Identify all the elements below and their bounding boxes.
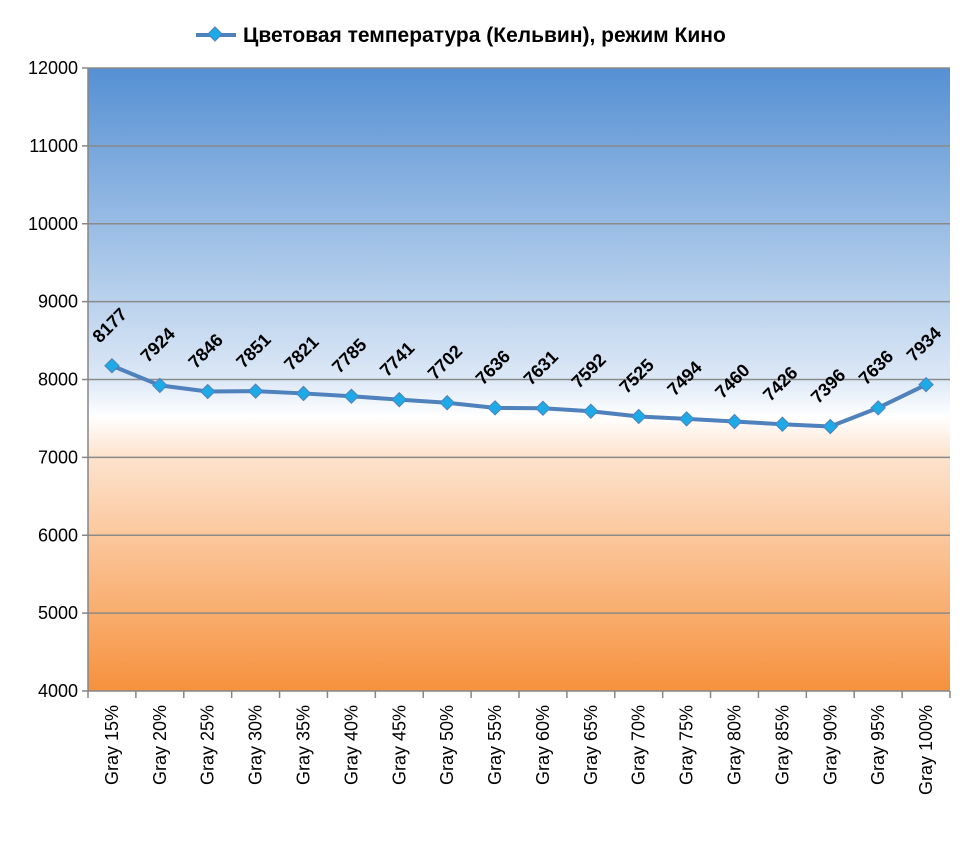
series-point [774,416,791,432]
legend-marker [207,26,223,42]
series-point [104,357,120,374]
series-point [822,418,839,435]
series-point [343,388,360,405]
x-tick-label: Gray 55% [485,705,505,785]
x-tick-label: Gray 35% [294,705,314,785]
legend-label: Цветовая температура (Кельвин), режим Ки… [243,24,726,47]
series-point [199,383,216,400]
gridlines [88,67,950,614]
series-point [678,411,695,427]
x-tick-label: Gray 60% [533,705,553,785]
x-tick-label: Gray 45% [389,705,409,785]
legend: Цветовая температура (Кельвин), режим Ки… [196,24,726,47]
y-tick-label: 11000 [29,136,78,156]
series-point [152,377,168,394]
x-tick-label: Gray 90% [820,705,840,785]
series-point [726,413,743,430]
x-tick-label: Gray 75% [677,705,697,785]
y-tick-label: 6000 [38,525,78,545]
x-axis-ticks: Gray 15% Gray 20% Gray 25% Gray 30% Gray 35%… [87,691,951,795]
series-point [918,376,934,393]
x-tick-label: Gray 80% [725,705,745,785]
y-tick-label: 5000 [38,603,78,623]
x-tick-label: Gray 15% [102,705,122,785]
x-tick-label: Gray 40% [341,705,361,785]
x-tick-label: Gray 50% [437,705,457,785]
y-tick-label: 4000 [38,681,78,701]
y-tick-label: 7000 [38,447,78,467]
x-tick-label: Gray 30% [246,705,266,785]
x-tick-label: Gray 20% [150,705,170,785]
series-point [247,383,264,399]
series-point [487,400,503,416]
y-axis-ticks: 4000 5000 6000 7000 8000 9000 10000 11000 12000 [28,58,88,701]
x-tick-label: Gray 70% [629,705,649,785]
series-point [870,400,886,416]
y-tick-label: 12000 [28,58,78,78]
x-tick-label: Gray 95% [868,705,888,785]
series-point [583,403,599,420]
series-layer [104,357,934,435]
y-tick-label: 8000 [38,370,78,390]
series-point [295,385,312,402]
y-tick-label: 10000 [28,214,78,234]
x-tick-label: Gray 65% [581,705,601,785]
series-point [535,400,551,417]
series-point [439,394,455,411]
x-tick-label: Gray 85% [772,705,792,785]
y-tick-label: 9000 [38,292,78,312]
x-tick-label: Gray 25% [198,705,218,785]
x-tick-label: Gray 100% [916,705,936,795]
series-point [391,391,408,408]
series-line [111,363,927,429]
series-point [630,408,647,425]
